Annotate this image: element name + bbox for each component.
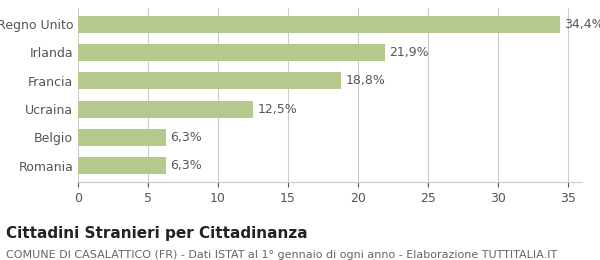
Bar bbox=[78, 157, 166, 174]
Bar bbox=[78, 101, 253, 118]
Text: 12,5%: 12,5% bbox=[257, 102, 297, 115]
Bar bbox=[78, 129, 166, 146]
Bar bbox=[78, 72, 341, 89]
Text: 6,3%: 6,3% bbox=[170, 159, 202, 172]
Text: COMUNE DI CASALATTICO (FR) - Dati ISTAT al 1° gennaio di ogni anno - Elaborazion: COMUNE DI CASALATTICO (FR) - Dati ISTAT … bbox=[6, 250, 557, 259]
Bar bbox=[78, 44, 385, 61]
Text: 18,8%: 18,8% bbox=[346, 74, 385, 87]
Text: Cittadini Stranieri per Cittadinanza: Cittadini Stranieri per Cittadinanza bbox=[6, 226, 308, 241]
Text: 34,4%: 34,4% bbox=[564, 18, 600, 31]
Text: 21,9%: 21,9% bbox=[389, 46, 428, 59]
Bar bbox=[78, 16, 560, 33]
Text: 6,3%: 6,3% bbox=[170, 131, 202, 144]
